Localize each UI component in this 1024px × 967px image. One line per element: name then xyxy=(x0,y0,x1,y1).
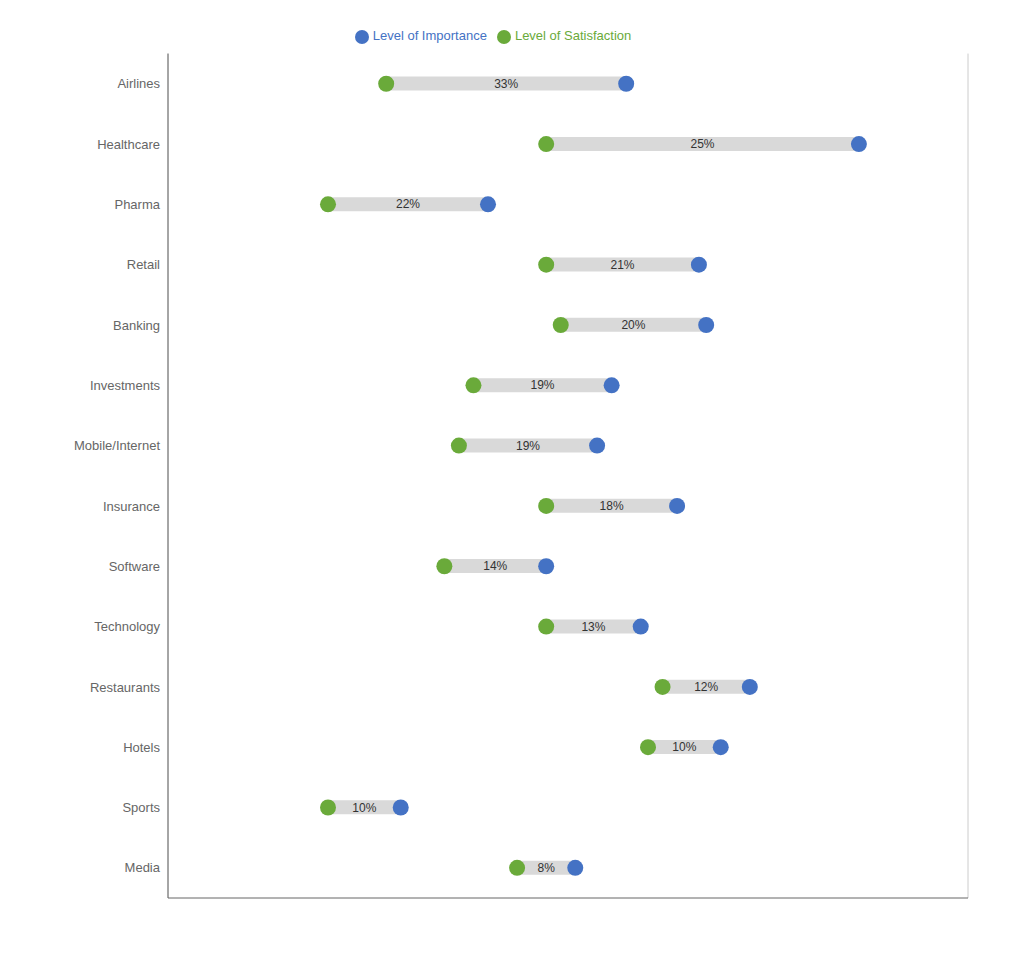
svg-text:Banking: Banking xyxy=(113,318,160,333)
svg-text:10%: 10% xyxy=(672,740,696,754)
svg-text:10%: 10% xyxy=(352,801,376,815)
svg-text:Retail: Retail xyxy=(127,257,160,272)
html-text:Level of Importance: Level of Importance xyxy=(372,28,487,43)
svg-text:Pharma: Pharma xyxy=(114,197,160,212)
svg-text:Airlines: Airlines xyxy=(117,76,160,91)
svg-text:14%: 14% xyxy=(483,559,507,573)
svg-text:Media: Media xyxy=(125,860,161,875)
svg-text:20%: 20% xyxy=(621,318,645,332)
svg-text:19%: 19% xyxy=(531,378,555,392)
svg-text:Healthcare: Healthcare xyxy=(97,137,160,152)
svg-text:8%: 8% xyxy=(538,861,556,875)
svg-text:Insurance: Insurance xyxy=(103,499,160,514)
svg-text:25%: 25% xyxy=(691,137,715,151)
svg-text:Restaurants: Restaurants xyxy=(90,680,161,695)
svg-text:Sports: Sports xyxy=(122,800,160,815)
svg-text:18%: 18% xyxy=(600,499,624,513)
svg-text:Mobile/Internet: Mobile/Internet xyxy=(74,438,160,453)
svg-text:Hotels: Hotels xyxy=(123,740,160,755)
svg-text:33%: 33% xyxy=(494,77,518,91)
svg-text:22%: 22% xyxy=(396,197,420,211)
svg-text:13%: 13% xyxy=(581,620,605,634)
svg-text:12%: 12% xyxy=(694,680,718,694)
svg-text:21%: 21% xyxy=(611,258,635,272)
svg-text:19%: 19% xyxy=(516,439,540,453)
svg-text:Software: Software xyxy=(109,559,160,574)
svg-text:Technology: Technology xyxy=(94,619,160,634)
html-text:Level of Satisfaction: Level of Satisfaction xyxy=(514,28,632,43)
svg-text:Investments: Investments xyxy=(90,378,161,393)
